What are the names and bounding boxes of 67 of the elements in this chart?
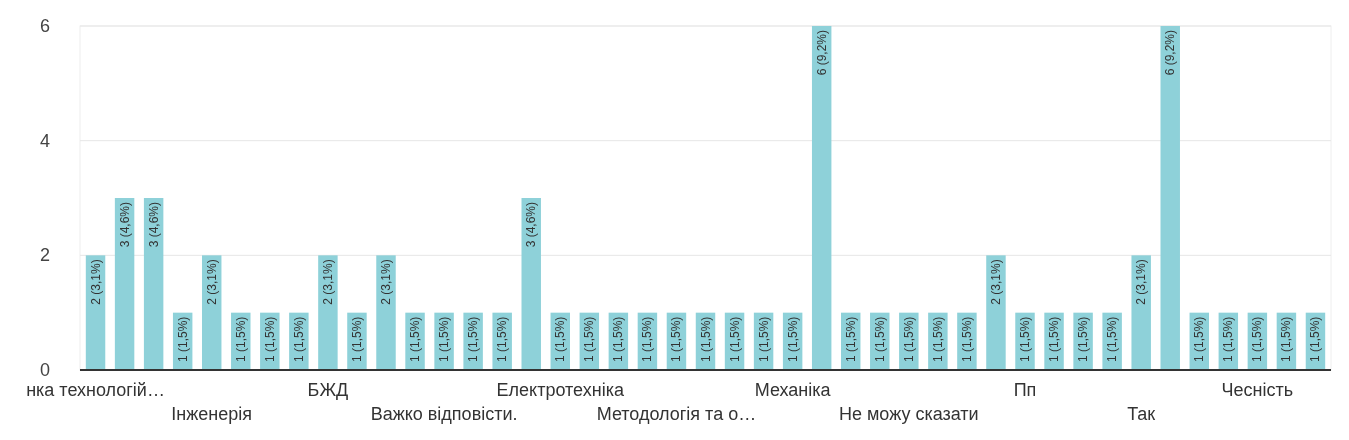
x-tick-label: Чесність — [1221, 380, 1294, 400]
y-tick-label: 6 — [39, 16, 50, 36]
data-label: 1 (1,5%) — [785, 316, 800, 363]
data-label: 1 (1,5%) — [669, 316, 684, 363]
data-label: 3 (4,6%) — [524, 202, 539, 248]
data-label: 1 (1,5%) — [233, 316, 248, 363]
data-label: 2 (3,1%) — [988, 259, 1003, 305]
x-tick-label: Не можу сказати — [838, 404, 979, 424]
data-label: 2 (3,1%) — [204, 259, 219, 305]
x-tick-label: БЖД — [307, 380, 349, 400]
data-label: 6 (9,2%) — [1163, 30, 1178, 76]
bar — [143, 198, 164, 370]
data-label: 1 (1,5%) — [291, 316, 306, 363]
x-tick-label: Так — [1127, 404, 1156, 424]
y-tick-label: 0 — [39, 360, 50, 380]
data-label: 1 (1,5%) — [1308, 316, 1323, 363]
bar — [986, 255, 1006, 370]
x-tick-label: нка технологій… — [26, 380, 165, 400]
y-tick-label: 2 — [39, 245, 50, 266]
data-label: 1 (1,5%) — [408, 316, 423, 363]
bar — [1160, 26, 1180, 370]
bar — [318, 255, 338, 370]
data-label: 1 (1,5%) — [843, 316, 858, 363]
x-tick-label: Методологія та о… — [596, 404, 757, 424]
bar — [376, 255, 396, 370]
data-label: 1 (1,5%) — [640, 316, 655, 363]
data-label: 1 (1,5%) — [959, 316, 974, 363]
data-label: 1 (1,5%) — [1192, 316, 1207, 363]
bar — [1131, 255, 1151, 370]
data-label: 1 (1,5%) — [495, 316, 510, 363]
data-label: 1 (1,5%) — [872, 316, 887, 363]
bar — [811, 26, 832, 370]
data-label: 1 (1,5%) — [349, 316, 364, 363]
data-label: 1 (1,5%) — [582, 316, 597, 363]
data-label: 1 (1,5%) — [727, 316, 742, 363]
data-label: 1 (1,5%) — [1221, 316, 1236, 363]
data-label: 2 (3,1%) — [379, 259, 393, 305]
data-label: 2 (3,1%) — [88, 259, 103, 305]
data-label: 1 (1,5%) — [698, 316, 713, 363]
x-tick-label: Важко відповісти. — [370, 404, 518, 424]
bar — [521, 198, 541, 370]
data-label: 1 (1,5%) — [756, 316, 771, 363]
data-label: 1 (1,5%) — [1250, 316, 1265, 363]
data-label: 1 (1,5%) — [611, 316, 626, 363]
data-label: 3 (4,6%) — [117, 202, 132, 248]
x-tick-label: Електротехніка — [496, 380, 625, 400]
data-label: 1 (1,5%) — [1076, 316, 1091, 363]
data-label: 1 (1,5%) — [553, 316, 568, 363]
x-tick-label: Механіка — [754, 380, 832, 400]
data-label: 1 (1,5%) — [175, 316, 190, 363]
data-label: 1 (1,5%) — [466, 316, 481, 363]
y-tick-label: 4 — [39, 130, 50, 151]
data-label: 1 (1,5%) — [1047, 316, 1062, 363]
x-tick-label: Інженерія — [171, 404, 253, 424]
data-label: 1 (1,5%) — [1018, 316, 1032, 363]
data-label: 3 (4,6%) — [146, 202, 161, 248]
data-label: 6 (9,2%) — [814, 30, 829, 76]
data-label: 1 (1,5%) — [1105, 316, 1120, 363]
data-label: 2 (3,1%) — [1134, 259, 1149, 305]
data-label: 2 (3,1%) — [320, 259, 335, 305]
data-label: 1 (1,5%) — [1279, 316, 1294, 363]
data-label: 1 (1,5%) — [930, 316, 945, 363]
data-label: 1 (1,5%) — [262, 316, 277, 363]
x-tick-label: Пп — [1013, 380, 1037, 400]
data-label: 1 (1,5%) — [901, 316, 916, 363]
data-label: 1 (1,5%) — [437, 316, 452, 363]
bar — [114, 198, 135, 370]
